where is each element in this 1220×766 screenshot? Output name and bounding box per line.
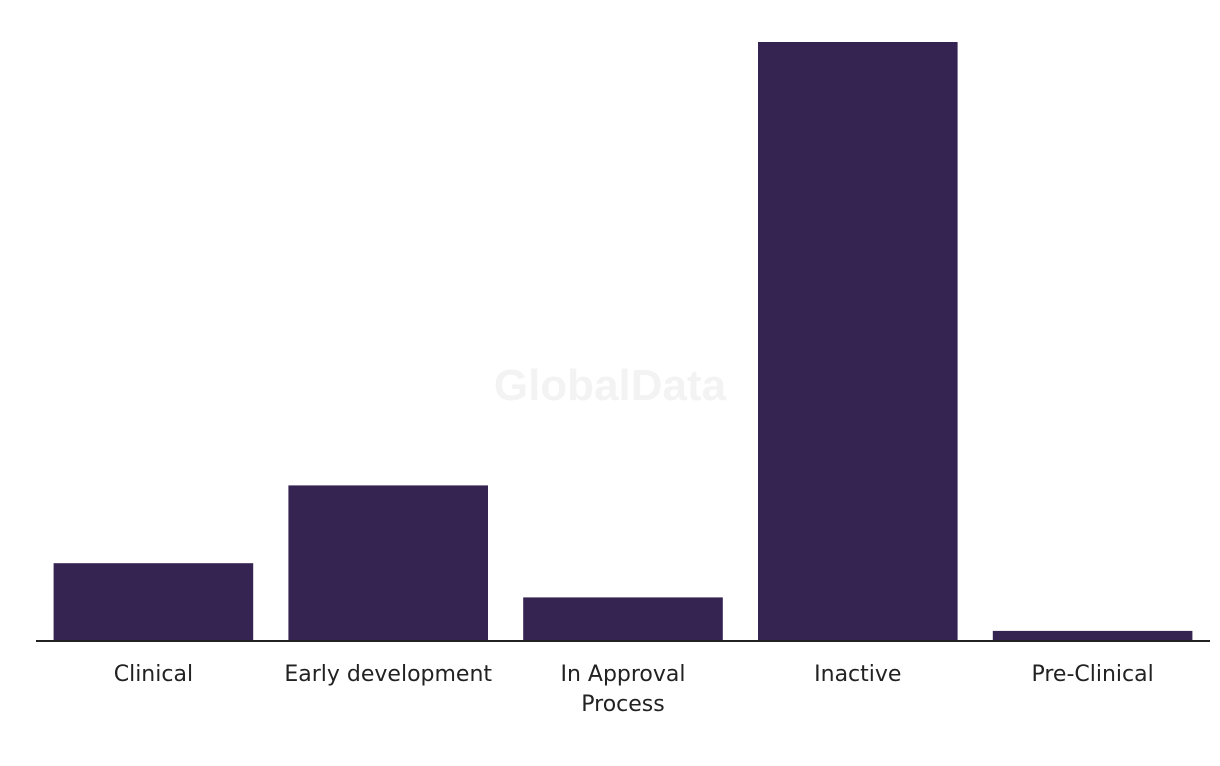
bar-clinical: [53, 563, 254, 641]
watermark: GlobalData: [494, 361, 727, 410]
x-tick-label: In Approval Process: [560, 662, 685, 717]
x-tick-label: Clinical: [114, 662, 193, 687]
x-tick-label: Early development: [284, 662, 492, 687]
x-tick-label: Inactive: [814, 662, 901, 687]
bar-in-approval-process: [523, 597, 723, 641]
category-labels: Clinical Early development In Approval Proc…: [114, 662, 1154, 717]
bar-early-development: [288, 485, 488, 641]
bar-pre-clinical: [992, 630, 1193, 641]
x-tick-label: Pre-Clinical: [1031, 662, 1153, 687]
bars-group: [53, 42, 1193, 641]
bar-inactive: [758, 42, 958, 641]
